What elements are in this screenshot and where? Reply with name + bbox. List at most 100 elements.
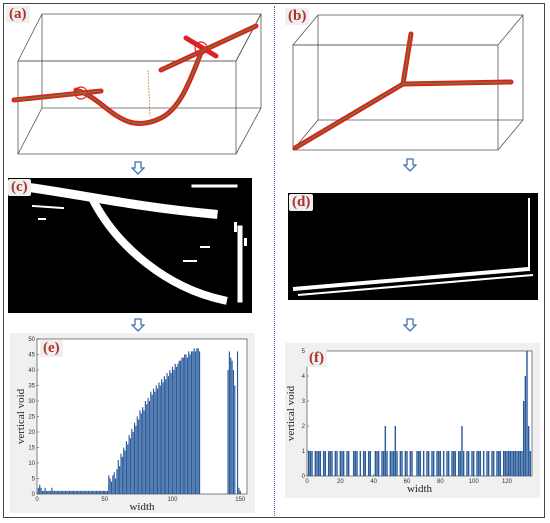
- bar: [227, 370, 229, 494]
- bar: [511, 451, 513, 476]
- bar: [158, 382, 160, 494]
- bar: [45, 490, 48, 494]
- bar: [504, 451, 507, 476]
- bar: [319, 451, 322, 476]
- bar: [98, 490, 100, 494]
- bar: [123, 447, 125, 494]
- bar: [165, 379, 167, 494]
- bar: [522, 401, 525, 476]
- bar: [446, 451, 448, 476]
- bar: [317, 451, 320, 476]
- bar: [341, 451, 343, 476]
- panel-a-3d-render: [11, 13, 262, 155]
- y-tick-label: 15: [28, 446, 35, 452]
- plot-area: [306, 350, 533, 477]
- bar: [502, 451, 505, 476]
- y-tick-label: 50: [28, 337, 35, 343]
- bar: [115, 478, 117, 494]
- bar: [451, 451, 453, 476]
- y-tick-label: 30: [28, 399, 35, 405]
- outer-frame: [3, 3, 545, 518]
- bar: [431, 451, 433, 476]
- bar: [426, 451, 428, 476]
- bar: [411, 451, 413, 476]
- bar: [466, 451, 468, 476]
- y-tick-label: 0: [302, 474, 306, 480]
- bar: [41, 490, 43, 494]
- bar: [77, 490, 79, 494]
- bar: [75, 490, 77, 494]
- bar: [85, 490, 87, 494]
- bar: [199, 351, 201, 494]
- bar: [417, 451, 420, 476]
- bar: [234, 385, 236, 494]
- bar: [124, 450, 126, 494]
- bar: [44, 487, 46, 494]
- bar: [507, 451, 510, 476]
- down-arrow-icon: [131, 161, 145, 175]
- bar: [193, 348, 195, 494]
- bar: [231, 360, 233, 494]
- x-tick-label: 0: [35, 497, 39, 503]
- y-tick-label: 3: [302, 399, 306, 405]
- bar: [439, 451, 442, 476]
- bar: [459, 451, 462, 476]
- bar: [342, 451, 345, 476]
- bar: [324, 451, 327, 476]
- bar: [467, 451, 470, 476]
- bar: [66, 490, 68, 494]
- bar: [526, 351, 528, 476]
- bar: [74, 490, 76, 494]
- bar: [499, 451, 502, 476]
- bar: [419, 451, 422, 476]
- bar: [477, 451, 480, 476]
- bar: [82, 490, 84, 494]
- bar: [150, 391, 152, 494]
- y-tick-label: 45: [28, 353, 35, 359]
- y-tick-label: 5: [302, 349, 306, 355]
- bar: [476, 451, 478, 476]
- x-tick-label: 20: [337, 479, 344, 485]
- bar: [336, 451, 338, 476]
- bar: [148, 401, 151, 494]
- bar: [43, 490, 45, 494]
- bar: [492, 451, 495, 476]
- bar: [396, 451, 398, 476]
- bar: [101, 490, 103, 494]
- bar: [93, 490, 95, 494]
- bar: [89, 490, 91, 494]
- bar: [471, 451, 473, 476]
- bar: [457, 451, 460, 476]
- bar: [81, 490, 83, 494]
- bar: [68, 490, 71, 494]
- bar: [422, 451, 425, 476]
- bar: [167, 376, 169, 494]
- bar: [382, 451, 385, 476]
- bar: [381, 451, 383, 476]
- bar: [188, 351, 190, 494]
- bar: [170, 373, 172, 494]
- bar: [454, 451, 457, 476]
- bar: [314, 451, 317, 476]
- bar: [311, 451, 313, 476]
- bar: [401, 451, 403, 476]
- bar: [109, 478, 111, 494]
- panel-e-chart-box: 0 50 100 150 0 5 10 15 20 25 30 35 40 45 50 width vertic…: [10, 333, 255, 513]
- bar: [102, 490, 104, 494]
- bar: [152, 388, 155, 494]
- x-tick-label: 60: [404, 479, 411, 485]
- bar: [108, 475, 110, 494]
- bar: [140, 413, 142, 494]
- bar: [67, 490, 69, 494]
- bar: [232, 370, 235, 494]
- bar: [121, 456, 123, 494]
- bar: [48, 490, 50, 494]
- bar: [105, 490, 107, 494]
- bar: [171, 366, 174, 494]
- x-tick-label: 100: [469, 479, 480, 485]
- bar: [70, 490, 72, 494]
- y-tick-label: 20: [28, 430, 35, 436]
- x-tick-label: 40: [370, 479, 377, 485]
- bar: [161, 379, 163, 494]
